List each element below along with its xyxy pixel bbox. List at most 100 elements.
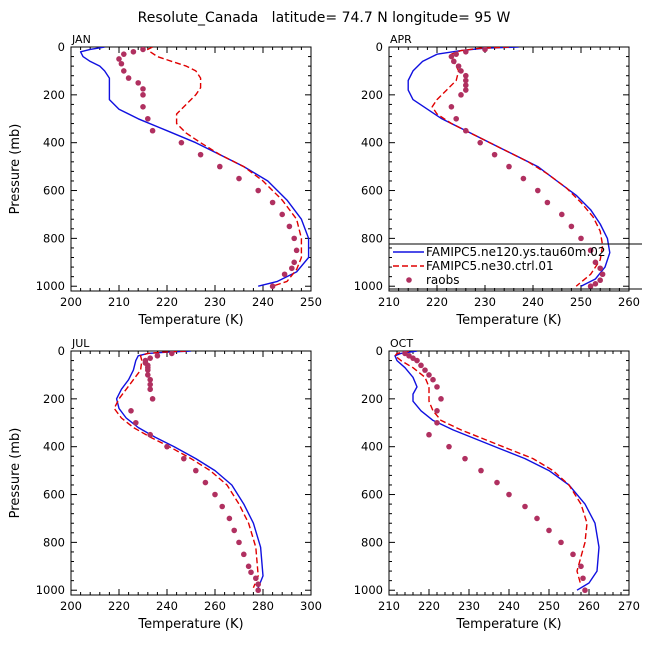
raobs-point <box>248 569 254 576</box>
y-tick-label: 800 <box>361 231 383 245</box>
x-tick-label: 220 <box>108 599 130 613</box>
raobs-point <box>446 443 452 450</box>
raobs-point <box>154 352 161 359</box>
raobs-point <box>426 431 432 438</box>
raobs-point <box>147 386 153 393</box>
raobs-point <box>236 539 242 546</box>
raobs-point <box>121 68 127 74</box>
series-raobs <box>402 351 588 594</box>
raobs-point <box>253 575 259 582</box>
panel-label: APR <box>390 33 412 46</box>
raobs-point <box>453 115 460 122</box>
y-tick-label: 600 <box>43 184 65 198</box>
raobs-point <box>281 271 288 278</box>
x-tick-label: 210 <box>108 295 130 309</box>
raobs-point <box>559 211 565 218</box>
raobs-point <box>434 408 440 414</box>
raobs-point <box>463 82 469 89</box>
raobs-point <box>193 467 199 474</box>
raobs-point <box>458 68 464 74</box>
x-tick-label: 240 <box>522 295 544 309</box>
y-tick-label: 800 <box>43 535 65 549</box>
y-tick-label: 200 <box>43 88 65 102</box>
raobs-point <box>130 48 137 55</box>
x-tick-label: 220 <box>418 599 440 613</box>
raobs-point <box>140 86 146 92</box>
raobs-point <box>128 408 134 414</box>
x-tick-label: 210 <box>378 295 400 309</box>
y-tick-label: 1000 <box>354 583 383 597</box>
y-tick-label: 1000 <box>36 583 65 597</box>
x-tick-label: 220 <box>426 295 448 309</box>
series-raobs <box>128 351 261 594</box>
raobs-point <box>269 199 276 206</box>
raobs-point <box>147 355 153 361</box>
raobs-point <box>448 53 455 60</box>
y-tick-label: 800 <box>361 535 383 549</box>
raobs-point <box>587 283 594 290</box>
raobs-point <box>570 551 576 558</box>
raobs-point <box>197 151 204 158</box>
series-raobs <box>116 47 300 290</box>
x-tick-label: 200 <box>60 599 82 613</box>
raobs-point <box>438 396 444 402</box>
panel-jan: 200 210 220 230 240 250 0 200 400 600 800 1000 JAN Te… <box>8 33 322 328</box>
raobs-point <box>568 223 575 230</box>
legend-label: raobs <box>426 273 460 287</box>
y-tick-label: 200 <box>361 392 383 406</box>
y-tick-label: 0 <box>376 344 383 358</box>
raobs-point <box>169 351 175 357</box>
y-tick-label: 1000 <box>36 279 65 293</box>
raobs-point <box>418 362 424 369</box>
raobs-point <box>140 47 146 53</box>
raobs-point <box>147 381 153 388</box>
series-ne30-line <box>147 47 303 287</box>
x-tick-label: 230 <box>204 295 226 309</box>
y-axis-label: Pressure (mb) <box>8 124 23 215</box>
x-tick-label: 220 <box>156 295 178 309</box>
raobs-point <box>255 587 261 594</box>
y-tick-label: 0 <box>58 40 65 54</box>
raobs-point <box>140 92 146 98</box>
y-tick-label: 400 <box>361 440 383 454</box>
raobs-point <box>145 115 151 122</box>
raobs-point <box>269 283 276 290</box>
raobs-point <box>181 455 187 462</box>
x-tick-label: 230 <box>458 599 480 613</box>
y-tick-label: 600 <box>361 184 383 198</box>
raobs-point <box>147 431 153 438</box>
panel-label: OCT <box>390 337 413 350</box>
raobs-point <box>291 235 298 242</box>
raobs-point <box>430 376 436 383</box>
raobs-point <box>149 127 156 134</box>
raobs-point <box>140 104 146 110</box>
raobs-point <box>241 551 247 558</box>
raobs-point <box>535 187 541 194</box>
raobs-point <box>279 211 286 218</box>
raobs-point <box>149 396 156 402</box>
panel-label: JUL <box>71 337 90 350</box>
raobs-point <box>451 58 457 65</box>
series-raobs <box>448 47 606 290</box>
raobs-point <box>125 75 132 81</box>
raobs-point <box>145 367 151 373</box>
raobs-point <box>434 419 440 426</box>
x-axis-label: Temperature (K) <box>455 313 561 328</box>
raobs-point <box>482 47 488 53</box>
x-tick-label: 260 <box>618 295 640 309</box>
raobs-point <box>164 443 170 450</box>
raobs-point <box>414 357 420 364</box>
x-tick-label: 260 <box>578 599 600 613</box>
panel-label: JAN <box>71 33 91 46</box>
x-tick-label: 250 <box>570 295 592 309</box>
raobs-point <box>463 72 469 79</box>
x-tick-label: 230 <box>474 295 496 309</box>
raobs-point <box>522 503 528 510</box>
raobs-point <box>135 80 141 86</box>
raobs-point <box>121 51 127 57</box>
raobs-point <box>255 581 261 588</box>
raobs-point <box>178 139 185 146</box>
y-tick-label: 600 <box>43 488 65 502</box>
x-tick-label: 270 <box>618 599 640 613</box>
